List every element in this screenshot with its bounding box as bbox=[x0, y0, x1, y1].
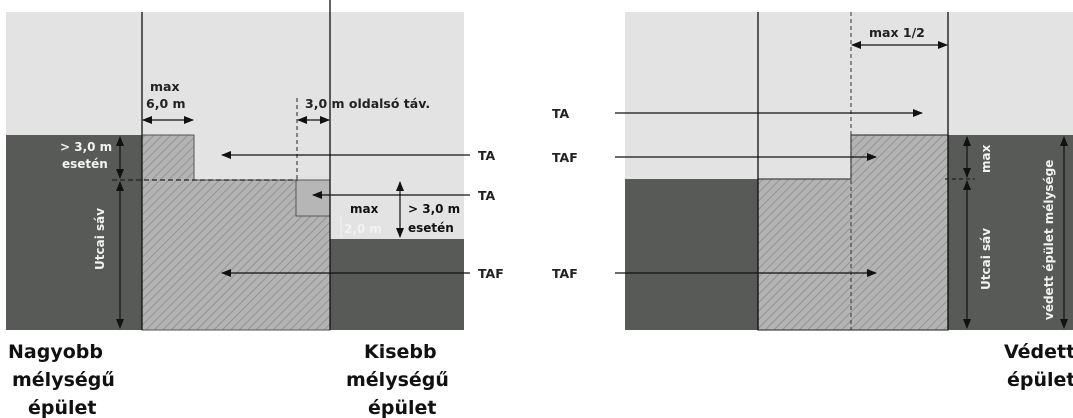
label-gt3-b: esetén bbox=[62, 157, 108, 171]
caption-protected-1: Védett bbox=[1004, 341, 1073, 363]
caption-larger-2: mélységű bbox=[12, 369, 115, 391]
caption-smaller-3: épület bbox=[368, 397, 437, 418]
label-right-street: Utcai sáv bbox=[979, 228, 993, 290]
label-right-max: max bbox=[979, 144, 993, 173]
label-right-ta: TA bbox=[552, 106, 570, 121]
caption-larger-1: Nagyobb bbox=[8, 341, 103, 363]
label-protected-depth: védett épület mélysége bbox=[1042, 160, 1056, 320]
label-taf: TAF bbox=[478, 266, 504, 281]
label-gt3-right-a: > 3,0 m bbox=[408, 202, 460, 216]
left-panel: max 6,0 m 3,0 m oldalsó táv. > 3,0 m ese… bbox=[6, 0, 504, 418]
label-max6-val: 6,0 m bbox=[146, 96, 186, 111]
label-max-half: max 1/2 bbox=[869, 25, 925, 40]
label-max2-val: 2,0 m bbox=[344, 222, 382, 236]
label-ta-1: TA bbox=[478, 148, 496, 163]
caption-protected-2: épület bbox=[1007, 369, 1073, 391]
label-right-taf-1: TAF bbox=[552, 150, 578, 165]
label-gt3-right-b: esetén bbox=[408, 221, 454, 235]
left-small-building bbox=[330, 239, 464, 330]
caption-smaller-2: mélységű bbox=[346, 369, 449, 391]
caption-larger-3: épület bbox=[28, 397, 97, 418]
label-ta-2: TA bbox=[478, 188, 496, 203]
label-max6: max bbox=[150, 79, 180, 94]
label-street-band: Utcai sáv bbox=[93, 208, 107, 270]
label-gt3-a: > 3,0 m bbox=[60, 140, 112, 154]
label-right-taf-2: TAF bbox=[552, 266, 578, 281]
left-light-box bbox=[295, 179, 331, 217]
caption-smaller-1: Kisebb bbox=[364, 341, 437, 363]
label-side-dist: 3,0 m oldalsó táv. bbox=[305, 96, 430, 111]
label-max2: max bbox=[350, 202, 379, 216]
right-dark-left bbox=[625, 179, 758, 330]
right-panel: max 1/2 TA TAF TAF max Utcai sáv védett … bbox=[552, 12, 1073, 391]
